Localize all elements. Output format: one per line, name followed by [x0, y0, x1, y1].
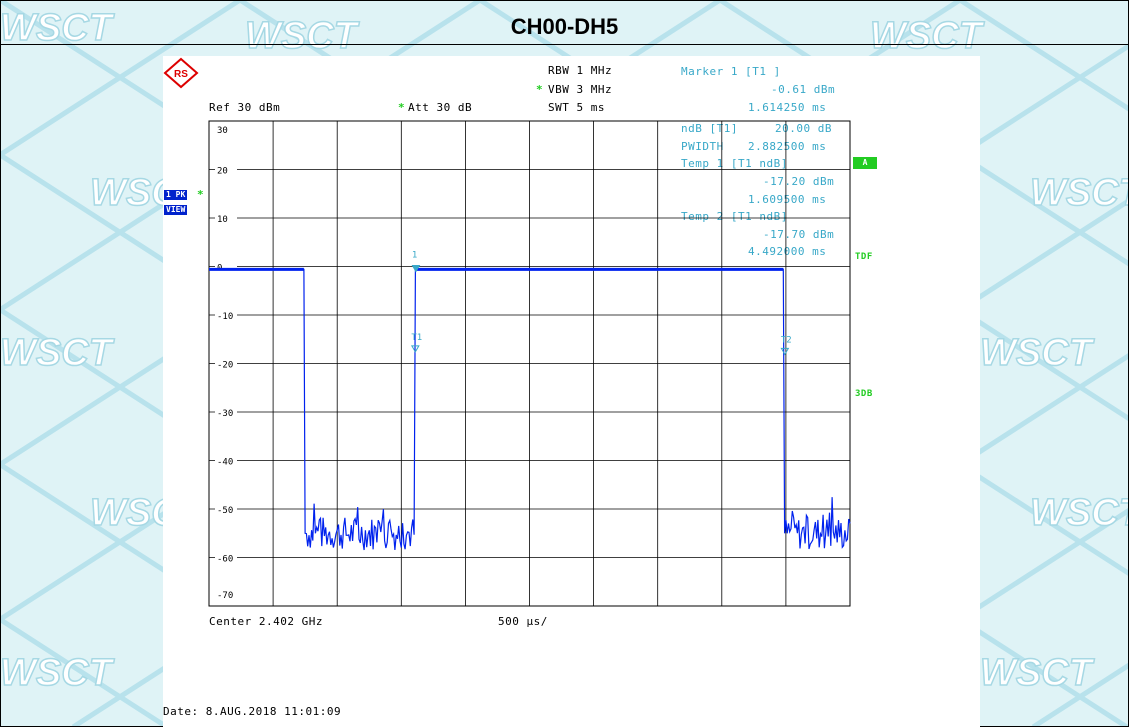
y-tick-label: -70 — [217, 591, 233, 601]
watermark-text: WSCT — [0, 332, 115, 374]
svg-text:RS: RS — [174, 69, 188, 80]
watermark-line — [0, 0, 242, 158]
page-title: CH00-DH5 — [510, 14, 619, 39]
temp2-title: Temp 2 [T1 ndB] — [681, 210, 788, 223]
time-per-division: 500 µs/ — [498, 615, 548, 628]
temp2-level: -17.70 dBm — [763, 228, 835, 241]
watermark-text: WSCT — [0, 652, 115, 694]
y-tick-label: 10 — [217, 215, 228, 225]
date-stamp: Date: 8.AUG.2018 11:01:09 — [163, 705, 342, 718]
swt-setting: SWT 5 ms — [548, 101, 605, 114]
tick-label-bg — [215, 213, 237, 223]
marker1-title: Marker 1 [T1 ] — [681, 65, 781, 78]
watermark-text: WSCT — [1030, 492, 1129, 534]
y-tick-label: 20 — [217, 167, 228, 177]
watermark-text: WSCT — [870, 15, 985, 57]
tick-label-bg — [215, 358, 237, 369]
tick-label-bg — [215, 310, 237, 320]
trace-pk-badge: 1 PK — [164, 190, 188, 200]
ndb-label: ndB [T1] — [681, 122, 738, 135]
title-divider — [0, 44, 1129, 45]
ref-level: Ref 30 dBm — [209, 101, 281, 114]
marker-symbol — [410, 345, 420, 353]
ndb-value: 20.00 dB — [775, 122, 832, 135]
temp1-title: Temp 1 [T1 ndB] — [681, 157, 788, 170]
marker-symbol — [411, 264, 421, 273]
marker1-level: -0.61 dBm — [771, 83, 836, 96]
tick-label-bg — [215, 504, 237, 514]
vbw-star: * — [536, 83, 544, 96]
pwidth-label: PWIDTH — [681, 140, 724, 153]
watermark-text: WSCT — [245, 15, 360, 57]
watermark-text: WSCT — [0, 7, 115, 49]
y-tick-label: 30 — [217, 126, 228, 136]
temp2-time: 4.492000 ms — [748, 245, 827, 258]
y-tick-label: -30 — [217, 409, 233, 419]
rbw-setting: RBW 1 MHz — [548, 64, 613, 77]
tick-label-bg — [215, 261, 237, 272]
tick-label-bg — [215, 552, 237, 563]
tick-label-bg — [215, 455, 237, 466]
trace-star: * — [197, 188, 205, 201]
vbw-setting: VBW 3 MHz — [548, 83, 613, 96]
marker-label: T1 — [411, 333, 422, 343]
tdf-label: TDF — [855, 252, 873, 262]
att-star: * — [398, 101, 406, 114]
temp1-time: 1.609500 ms — [748, 193, 827, 206]
attenuation: Att 30 dB — [408, 101, 473, 114]
pwidth-value: 2.882500 ms — [748, 140, 827, 153]
3db-label: 3DB — [855, 389, 873, 399]
watermark-text: WSCT — [1030, 172, 1129, 214]
analyzer-screen — [163, 56, 980, 727]
watermark-text: WSCT — [980, 652, 1095, 694]
tick-label-bg — [215, 164, 237, 175]
tick-label-bg — [215, 407, 237, 417]
marker-label: 1 — [412, 250, 417, 260]
marker1-time: 1.614250 ms — [748, 101, 827, 114]
trace-line — [208, 268, 851, 551]
y-tick-label: -10 — [217, 312, 233, 322]
marker-label: T2 — [781, 335, 792, 345]
watermark-text: WSCT — [980, 332, 1095, 374]
y-tick-label: -50 — [217, 506, 233, 516]
y-tick-label: -20 — [217, 361, 233, 371]
y-tick-label: -60 — [217, 555, 233, 565]
center-frequency: Center 2.402 GHz — [209, 615, 323, 628]
watermark-line — [791, 507, 1129, 727]
temp1-level: -17.20 dBm — [763, 175, 835, 188]
a-status-badge: A — [853, 157, 877, 169]
y-tick-label: -40 — [217, 458, 233, 468]
rs-logo-icon: RS — [163, 57, 199, 89]
marker-symbol — [780, 347, 790, 356]
trace-view-badge: VIEW — [164, 205, 188, 215]
